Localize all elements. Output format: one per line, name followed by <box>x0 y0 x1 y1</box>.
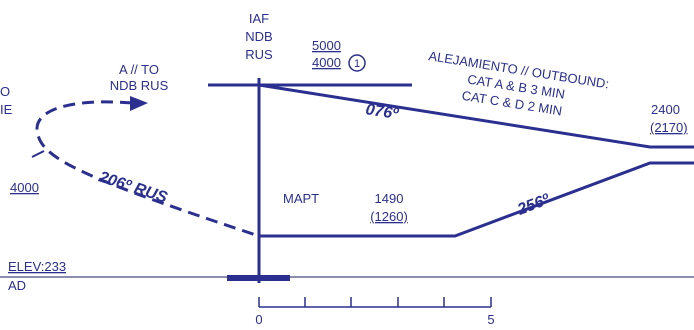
to-ndb-line1: A // TO <box>119 62 159 77</box>
runway-block <box>227 275 290 281</box>
rus-label: RUS <box>245 47 273 62</box>
climb-track <box>259 161 694 238</box>
outbound-course: 076º <box>364 101 400 123</box>
note-ref: 1 <box>354 58 360 70</box>
left-alt: 4000 <box>10 180 39 195</box>
alt-lower: 4000 <box>312 55 341 70</box>
to-ndb-arrow-icon <box>130 96 148 111</box>
elev-label: ELEV:233 <box>8 259 66 274</box>
left-partial-top: O <box>0 84 10 99</box>
mapt-alt-upper: 1490 <box>375 191 404 206</box>
scale-start: 0 <box>255 312 262 327</box>
mapt-alt-lower: (1260) <box>370 209 408 224</box>
alt-upper: 5000 <box>312 38 341 53</box>
procedure-turn-dashed <box>35 100 260 238</box>
ad-label: AD <box>8 278 26 293</box>
ndb-label: NDB <box>245 29 272 44</box>
note-circle-icon <box>348 54 366 72</box>
scale-mark: 5 <box>487 312 494 327</box>
inbound-course: 206º RUS <box>96 168 170 206</box>
mapt-label: MAPT <box>283 191 319 206</box>
outbound-track <box>258 83 694 149</box>
climb-course: 256º <box>514 191 552 219</box>
distance-scale <box>258 297 492 308</box>
iaf-label: IAF <box>249 11 269 26</box>
fix-tick <box>31 150 45 158</box>
right-alt-upper: 2400 <box>651 102 680 117</box>
right-alt-lower: (2170) <box>650 120 688 135</box>
to-ndb-line2: NDB RUS <box>110 78 169 93</box>
left-partial-bottom: IE <box>0 102 13 117</box>
